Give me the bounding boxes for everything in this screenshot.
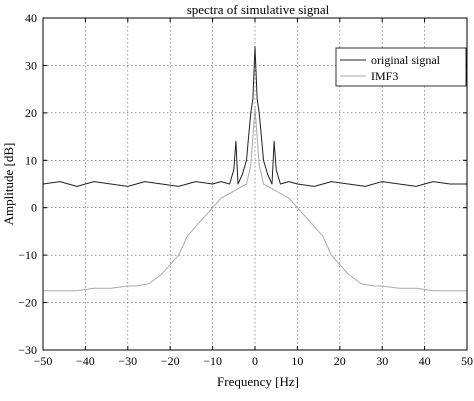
x-tick-label: −40 bbox=[76, 354, 95, 368]
x-tick-label: 30 bbox=[376, 354, 388, 368]
y-tick-label: 40 bbox=[25, 11, 37, 25]
grid-lines bbox=[43, 18, 467, 350]
x-tick-label: −20 bbox=[161, 354, 180, 368]
x-tick-label: −50 bbox=[34, 354, 53, 368]
legend-label-imf3: IMF3 bbox=[371, 69, 398, 83]
y-tick-label: −10 bbox=[18, 248, 37, 262]
y-tick-label: −30 bbox=[18, 343, 37, 357]
y-axis: −30 −20 −10 0 10 20 30 40 bbox=[18, 11, 467, 357]
y-tick-label: 30 bbox=[25, 58, 37, 72]
x-tick-label: 40 bbox=[419, 354, 431, 368]
legend-label-original-signal: original signal bbox=[371, 53, 441, 67]
chart-title: spectra of simulative signal bbox=[187, 2, 330, 17]
x-tick-label: 20 bbox=[334, 354, 346, 368]
y-tick-label: 20 bbox=[25, 106, 37, 120]
legend-box bbox=[335, 47, 467, 87]
series-line-imf3 bbox=[43, 107, 467, 292]
series-layer bbox=[42, 46, 467, 292]
y-tick-label: 10 bbox=[25, 153, 37, 167]
x-tick-label: 50 bbox=[461, 354, 473, 368]
x-tick-label: −30 bbox=[118, 354, 137, 368]
x-axis-label: Frequency [Hz] bbox=[217, 374, 299, 389]
x-tick-label: 10 bbox=[291, 354, 303, 368]
legend: original signal IMF3 bbox=[335, 47, 467, 87]
x-tick-label: 0 bbox=[252, 354, 258, 368]
x-axis: −50 −40 −30 −20 −10 0 10 20 30 40 50 bbox=[34, 18, 473, 368]
y-tick-label: 0 bbox=[31, 201, 37, 215]
x-tick-label: −10 bbox=[203, 354, 222, 368]
series-line-original-signal bbox=[42, 46, 467, 187]
y-axis-label: Amplitude [dB] bbox=[1, 143, 16, 226]
y-tick-label: −20 bbox=[18, 296, 37, 310]
